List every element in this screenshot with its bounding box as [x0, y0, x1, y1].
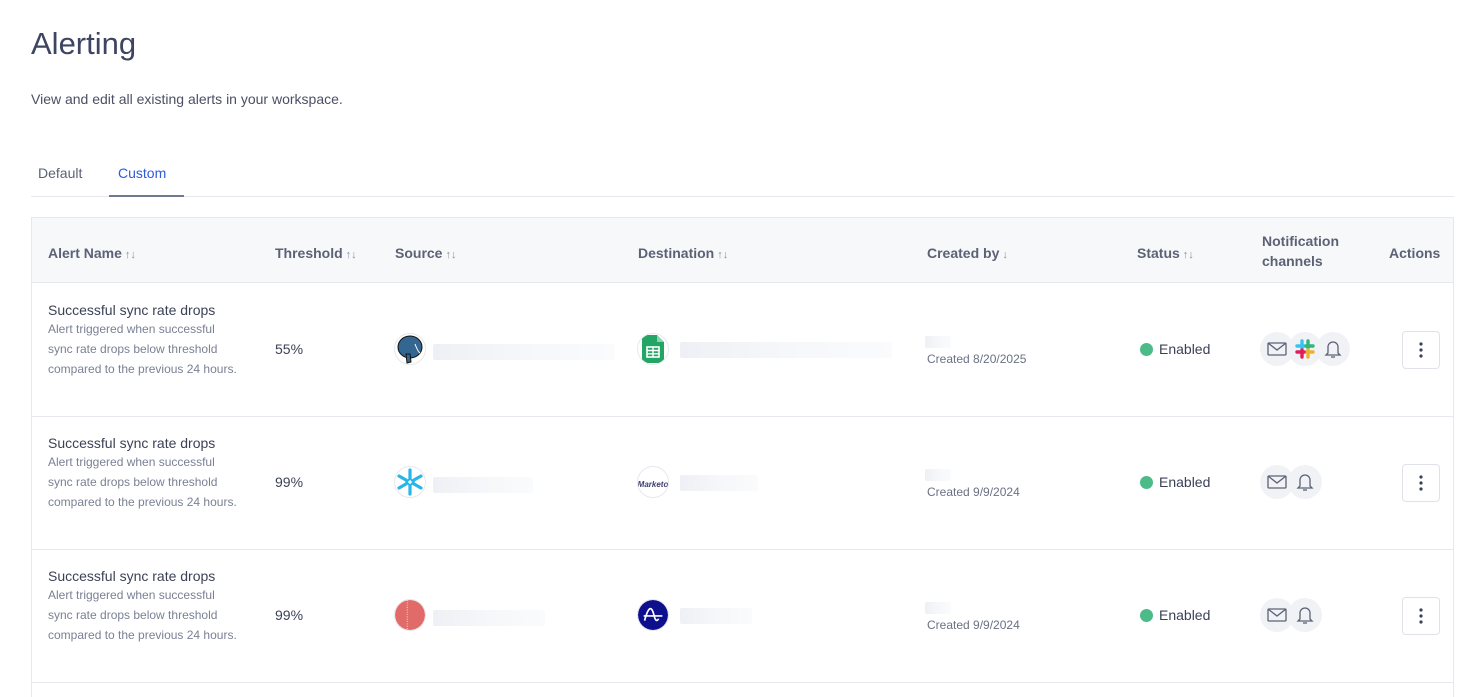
table-row[interactable]: Successful sync rate drops Alert triggere…: [32, 550, 1453, 683]
amplitude-icon: [637, 599, 669, 631]
more-vertical-icon: [1419, 342, 1423, 358]
source-name-redacted: [433, 344, 615, 360]
alerts-table: Alert Name ↑↓ Threshold ↑↓ Source ↑↓ Destin…: [31, 217, 1454, 697]
status-dot: [1140, 475, 1153, 489]
status-badge: Enabled: [1140, 341, 1210, 357]
tabs: Default Custom: [31, 160, 1454, 197]
marketo-icon: Marketo: [637, 466, 669, 498]
col-actions: Actions: [1389, 245, 1441, 261]
threshold-value: 99%: [275, 607, 304, 623]
status-dot: [1140, 342, 1153, 356]
tab-custom[interactable]: Custom: [118, 165, 167, 181]
created-date: Created 9/9/2024: [927, 618, 1020, 632]
tab-default[interactable]: Default: [38, 165, 83, 181]
created-date: Created 9/9/2024: [927, 485, 1020, 499]
active-tab-indicator: [109, 195, 184, 197]
alert-description: Alert triggered when successful sync rat…: [48, 322, 237, 376]
alert-name-cell: Successful sync rate drops Alert triggere…: [48, 567, 238, 645]
snowflake-icon: [394, 466, 426, 498]
notification-channels: [1260, 598, 1322, 632]
alert-name[interactable]: Successful sync rate drops: [48, 435, 216, 451]
creator-name-redacted: [925, 469, 951, 481]
status-text: Enabled: [1159, 607, 1211, 623]
destination-name-redacted: [680, 608, 752, 624]
bell-icon: [1288, 465, 1322, 499]
table-header: Alert Name ↑↓ Threshold ↑↓ Source ↑↓ Destin…: [32, 218, 1453, 283]
sort-icon: ↑↓: [445, 249, 457, 261]
col-status[interactable]: Status ↑↓: [1137, 245, 1194, 261]
threshold-value: 55%: [275, 341, 304, 357]
more-vertical-icon: [1419, 475, 1423, 491]
created-date: Created 8/20/2025: [927, 352, 1027, 366]
col-alert-name[interactable]: Alert Name ↑↓: [48, 245, 136, 261]
page-subtitle: View and edit all existing alerts in you…: [31, 91, 343, 107]
table-row[interactable]: Successful sync rate drops Alert triggere…: [32, 284, 1453, 417]
sort-desc-icon: ↓: [1002, 249, 1008, 261]
row-actions-button[interactable]: [1402, 331, 1440, 369]
table-row[interactable]: Successful sync rate drops Alert triggere…: [32, 417, 1453, 550]
col-destination[interactable]: Destination ↑↓: [638, 245, 729, 261]
status-text: Enabled: [1159, 341, 1211, 357]
redshift-icon: [394, 599, 426, 631]
status-text: Enabled: [1159, 474, 1211, 490]
postgresql-icon: [394, 333, 426, 365]
sort-icon: ↑↓: [124, 249, 136, 261]
col-source[interactable]: Source ↑↓: [395, 245, 457, 261]
notification-channels: [1260, 465, 1322, 499]
status-dot: [1140, 608, 1153, 622]
alert-name-cell: Successful sync rate drops Alert triggere…: [48, 434, 238, 512]
destination-name-redacted: [680, 342, 892, 358]
sort-icon: ↑↓: [345, 249, 357, 261]
sort-icon: ↑↓: [1182, 249, 1194, 261]
threshold-value: 99%: [275, 474, 304, 490]
creator-name-redacted: [925, 602, 951, 614]
status-badge: Enabled: [1140, 474, 1210, 490]
row-actions-button[interactable]: [1402, 597, 1440, 635]
status-badge: Enabled: [1140, 607, 1210, 623]
alert-name[interactable]: Successful sync rate drops: [48, 568, 216, 584]
notification-channels: [1260, 332, 1350, 366]
row-actions-button[interactable]: [1402, 464, 1440, 502]
bell-icon: [1288, 598, 1322, 632]
alert-description: Alert triggered when successful sync rat…: [48, 588, 237, 642]
bell-icon: [1316, 332, 1350, 366]
destination-name-redacted: [680, 475, 758, 491]
col-notification-channels: Notification channels: [1262, 233, 1339, 269]
source-name-redacted: [433, 477, 533, 493]
more-vertical-icon: [1419, 608, 1423, 624]
page-title: Alerting: [31, 26, 137, 61]
col-threshold[interactable]: Threshold ↑↓: [275, 245, 357, 261]
alert-name-cell: Successful sync rate drops Alert triggere…: [48, 301, 238, 379]
alert-description: Alert triggered when successful sync rat…: [48, 455, 237, 509]
source-name-redacted: [433, 610, 545, 626]
sort-icon: ↑↓: [717, 249, 729, 261]
col-created-by[interactable]: Created by ↓: [927, 245, 1008, 261]
google-sheets-icon: [637, 333, 669, 365]
alert-name[interactable]: Successful sync rate drops: [48, 302, 216, 318]
creator-name-redacted: [925, 336, 951, 348]
